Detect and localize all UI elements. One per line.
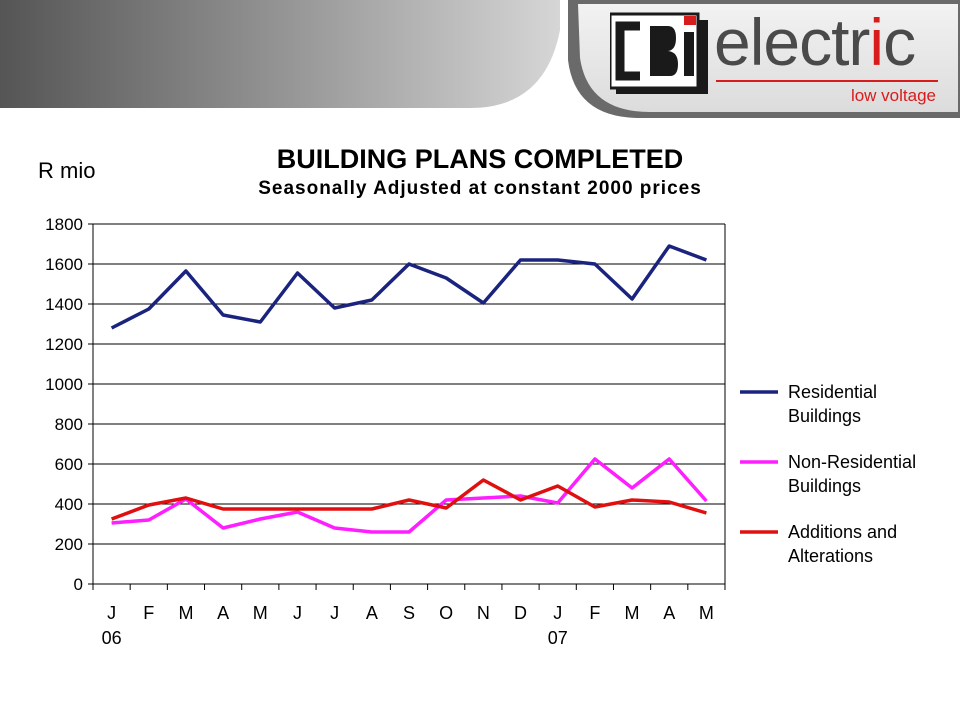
- y-tick-label: 800: [55, 415, 83, 434]
- y-tick-label: 0: [74, 575, 83, 594]
- legend-label-residential-buildings: Buildings: [788, 406, 861, 426]
- brand-logo: electric low voltage: [610, 5, 940, 105]
- legend-label-non-residential-buildings: Non-Residential: [788, 452, 916, 472]
- x-year-label: 07: [548, 628, 568, 648]
- chart-subtitle: Seasonally Adjusted at constant 2000 pri…: [258, 178, 702, 199]
- x-tick-label: F: [589, 603, 600, 623]
- legend-label-non-residential-buildings: Buildings: [788, 476, 861, 496]
- x-tick-label: J: [330, 603, 339, 623]
- y-tick-label: 400: [55, 495, 83, 514]
- series-line-residential-buildings: [110, 244, 708, 330]
- x-tick-label: J: [293, 603, 302, 623]
- y-tick-label: 600: [55, 455, 83, 474]
- x-tick-label: D: [514, 603, 527, 623]
- x-tick-label: M: [178, 603, 193, 623]
- y-tick-label: 1800: [45, 215, 83, 234]
- logo-divider: [716, 80, 938, 82]
- x-tick-label: M: [699, 603, 714, 623]
- y-tick-label: 1600: [45, 255, 83, 274]
- x-tick-label: A: [217, 603, 229, 623]
- series-line-non-residential-buildings: [111, 457, 708, 534]
- y-axis-unit-label: R mio: [38, 158, 96, 183]
- banner-background: [0, 0, 960, 120]
- y-tick-label: 1000: [45, 375, 83, 394]
- x-tick-label: S: [403, 603, 415, 623]
- y-tick-label: 200: [55, 535, 83, 554]
- legend-label-additions-and-alterations: Alterations: [788, 546, 873, 566]
- x-tick-label: M: [625, 603, 640, 623]
- x-tick-label: O: [439, 603, 453, 623]
- x-tick-label: A: [663, 603, 675, 623]
- y-tick-label: 1400: [45, 295, 83, 314]
- x-year-label: 06: [102, 628, 122, 648]
- series-line-additions-and-alterations: [110, 478, 707, 521]
- x-tick-label: J: [107, 603, 116, 623]
- legend-label-residential-buildings: Residential: [788, 382, 877, 402]
- x-tick-label: A: [366, 603, 378, 623]
- x-tick-label: N: [477, 603, 490, 623]
- chart-title: BUILDING PLANS COMPLETED: [276, 144, 684, 174]
- x-tick-label: J: [553, 603, 562, 623]
- x-tick-label: F: [143, 603, 154, 623]
- logo-wordmark: electric: [714, 5, 916, 79]
- x-tick-label: M: [253, 603, 268, 623]
- legend-label-additions-and-alterations: Additions and: [788, 522, 897, 542]
- y-tick-label: 1200: [45, 335, 83, 354]
- header-banner: electric low voltage: [0, 0, 960, 120]
- logo-tagline: low voltage: [850, 86, 936, 105]
- cbi-logo-mark: [610, 12, 708, 94]
